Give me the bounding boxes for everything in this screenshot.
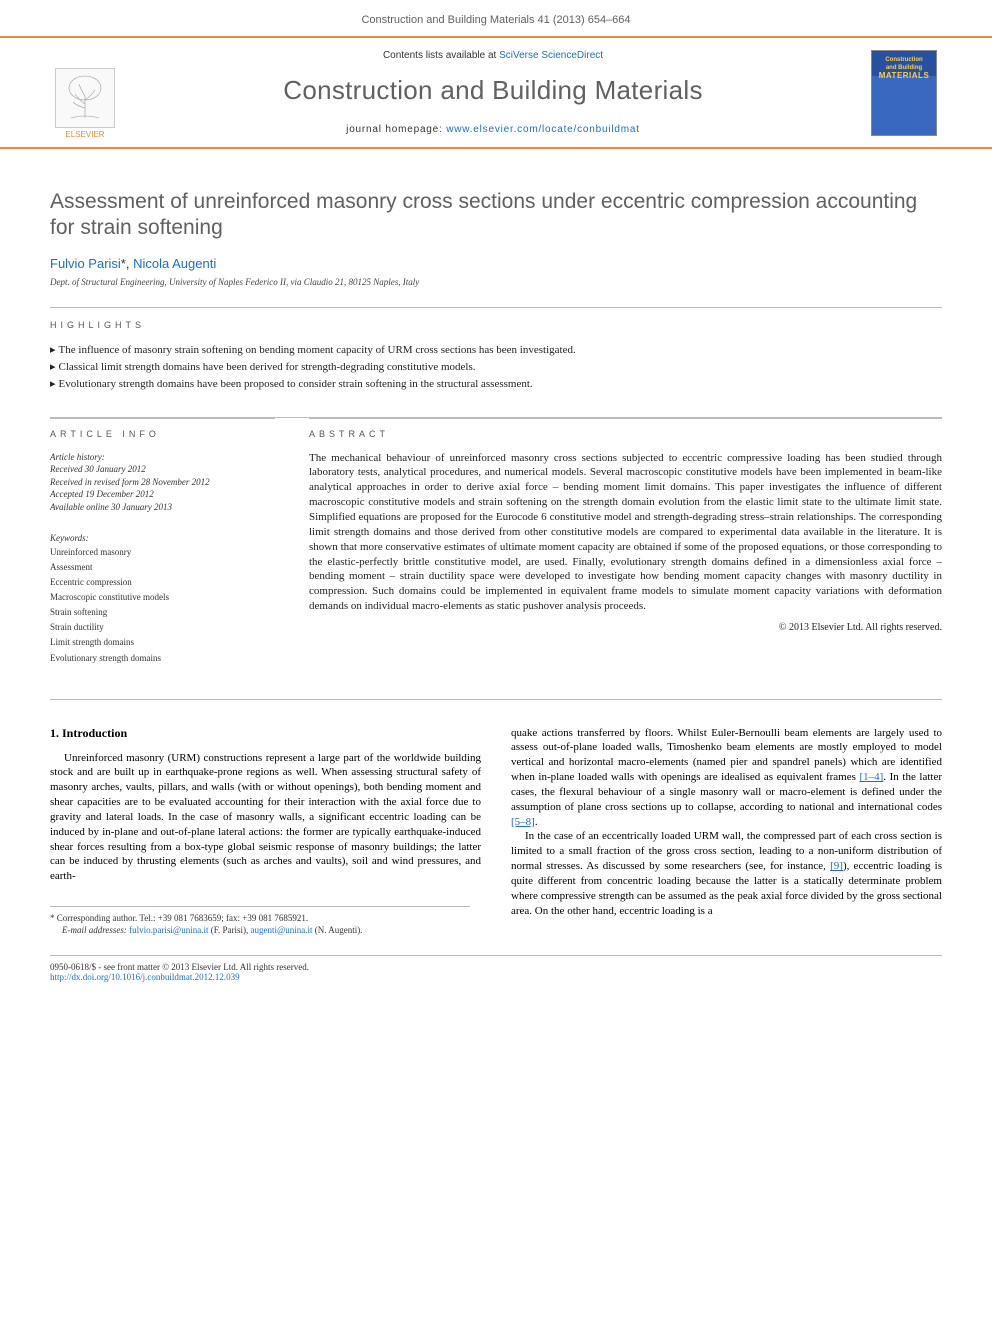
author-email-link-2[interactable]: augenti@unina.it bbox=[250, 925, 312, 935]
journal-cover-thumbnail: Construction and Building MATERIALS bbox=[871, 50, 937, 136]
running-header: Construction and Building Materials 41 (… bbox=[0, 0, 992, 36]
body-paragraph: In the case of an eccentrically loaded U… bbox=[511, 829, 942, 918]
abstract-block: ABSTRACT The mechanical behaviour of unr… bbox=[309, 418, 942, 633]
keyword: Assessment bbox=[50, 561, 275, 574]
email-line: E-mail addresses: fulvio.parisi@unina.it… bbox=[50, 925, 470, 935]
article-info-column: ARTICLE INFO Article history: Received 3… bbox=[50, 418, 275, 665]
keyword: Limit strength domains bbox=[50, 636, 275, 649]
highlights-list: ▸The influence of masonry strain softeni… bbox=[50, 342, 942, 393]
bullet-icon: ▸ bbox=[50, 378, 56, 390]
journal-title: Construction and Building Materials bbox=[130, 75, 856, 106]
body-paragraph: quake actions transferred by floors. Whi… bbox=[511, 726, 942, 830]
elsevier-tree-icon bbox=[55, 68, 115, 128]
history-item: Received 30 January 2012 bbox=[50, 463, 275, 476]
contents-available-line: Contents lists available at SciVerse Sci… bbox=[130, 50, 856, 61]
citation-link[interactable]: [9] bbox=[830, 860, 843, 872]
citation-link[interactable]: [5–8] bbox=[511, 816, 535, 828]
keyword: Strain ductility bbox=[50, 621, 275, 634]
publisher-logo-box: ELSEVIER bbox=[50, 42, 120, 143]
keyword: Strain softening bbox=[50, 606, 275, 619]
highlight-item: ▸Classical limit strength domains have b… bbox=[50, 359, 942, 376]
article-info-label: ARTICLE INFO bbox=[50, 429, 275, 439]
body-col-right: quake actions transferred by floors. Whi… bbox=[511, 726, 942, 936]
keyword: Evolutionary strength domains bbox=[50, 652, 275, 665]
citation-link[interactable]: [1–4] bbox=[859, 771, 883, 783]
abstract-label: ABSTRACT bbox=[309, 429, 942, 439]
journal-homepage-link[interactable]: www.elsevier.com/locate/conbuildmat bbox=[446, 124, 640, 135]
body-col-left: 1. Introduction Unreinforced masonry (UR… bbox=[50, 726, 481, 936]
section-heading: 1. Introduction bbox=[50, 726, 481, 741]
highlight-item: ▸The influence of masonry strain softeni… bbox=[50, 342, 942, 359]
footnotes-block: * Corresponding author. Tel.: +39 081 76… bbox=[50, 906, 470, 935]
history-item: Received in revised form 28 November 201… bbox=[50, 476, 275, 489]
keyword: Eccentric compression bbox=[50, 576, 275, 589]
author-email-link-1[interactable]: fulvio.parisi@unina.it bbox=[129, 925, 208, 935]
homepage-line: journal homepage: www.elsevier.com/locat… bbox=[130, 124, 856, 135]
body-paragraph: Unreinforced masonry (URM) constructions… bbox=[50, 751, 481, 885]
info-abstract-row: ARTICLE INFO Article history: Received 3… bbox=[50, 418, 942, 665]
article-title: Assessment of unreinforced masonry cross… bbox=[50, 189, 942, 242]
keyword: Unreinforced masonry bbox=[50, 546, 275, 559]
highlight-item: ▸Evolutionary strength domains have been… bbox=[50, 376, 942, 393]
banner-center: Contents lists available at SciVerse Sci… bbox=[120, 42, 866, 143]
author-link-1[interactable]: Fulvio Parisi bbox=[50, 256, 121, 271]
article-content: Assessment of unreinforced masonry cross… bbox=[0, 189, 992, 935]
author-link-2[interactable]: Nicola Augenti bbox=[133, 256, 216, 271]
doi-link[interactable]: http://dx.doi.org/10.1016/j.conbuildmat.… bbox=[50, 972, 240, 982]
publisher-name: ELSEVIER bbox=[65, 130, 104, 139]
abstract-copyright: © 2013 Elsevier Ltd. All rights reserved… bbox=[309, 622, 942, 633]
footer-left: 0950-0618/$ - see front matter © 2013 El… bbox=[50, 962, 309, 982]
journal-banner: ELSEVIER Contents lists available at Sci… bbox=[0, 36, 992, 149]
history-item: Available online 30 January 2013 bbox=[50, 501, 275, 514]
citation-text: Construction and Building Materials 41 (… bbox=[361, 14, 630, 26]
author-affiliation: Dept. of Structural Engineering, Univers… bbox=[50, 277, 942, 287]
sciencedirect-link[interactable]: SciVerse ScienceDirect bbox=[499, 50, 603, 61]
front-matter-line: 0950-0618/$ - see front matter © 2013 El… bbox=[50, 962, 309, 972]
page-footer: 0950-0618/$ - see front matter © 2013 El… bbox=[50, 955, 942, 1002]
abstract-column: ABSTRACT The mechanical behaviour of unr… bbox=[309, 418, 942, 665]
corresponding-author-note: * Corresponding author. Tel.: +39 081 76… bbox=[50, 913, 470, 923]
keyword: Macroscopic constitutive models bbox=[50, 591, 275, 604]
keywords-block: Keywords: Unreinforced masonry Assessmen… bbox=[50, 532, 275, 665]
highlights-label: HIGHLIGHTS bbox=[50, 307, 942, 330]
history-item: Accepted 19 December 2012 bbox=[50, 488, 275, 501]
abstract-text: The mechanical behaviour of unreinforced… bbox=[309, 451, 942, 614]
history-label: Article history: bbox=[50, 451, 275, 464]
body-two-columns: 1. Introduction Unreinforced masonry (UR… bbox=[50, 699, 942, 936]
article-info-block: ARTICLE INFO Article history: Received 3… bbox=[50, 418, 275, 665]
journal-cover-box: Construction and Building MATERIALS bbox=[866, 42, 942, 143]
authors-line: Fulvio Parisi*, Nicola Augenti bbox=[50, 256, 942, 271]
bullet-icon: ▸ bbox=[50, 344, 56, 356]
bullet-icon: ▸ bbox=[50, 361, 56, 373]
keywords-label: Keywords: bbox=[50, 532, 275, 545]
